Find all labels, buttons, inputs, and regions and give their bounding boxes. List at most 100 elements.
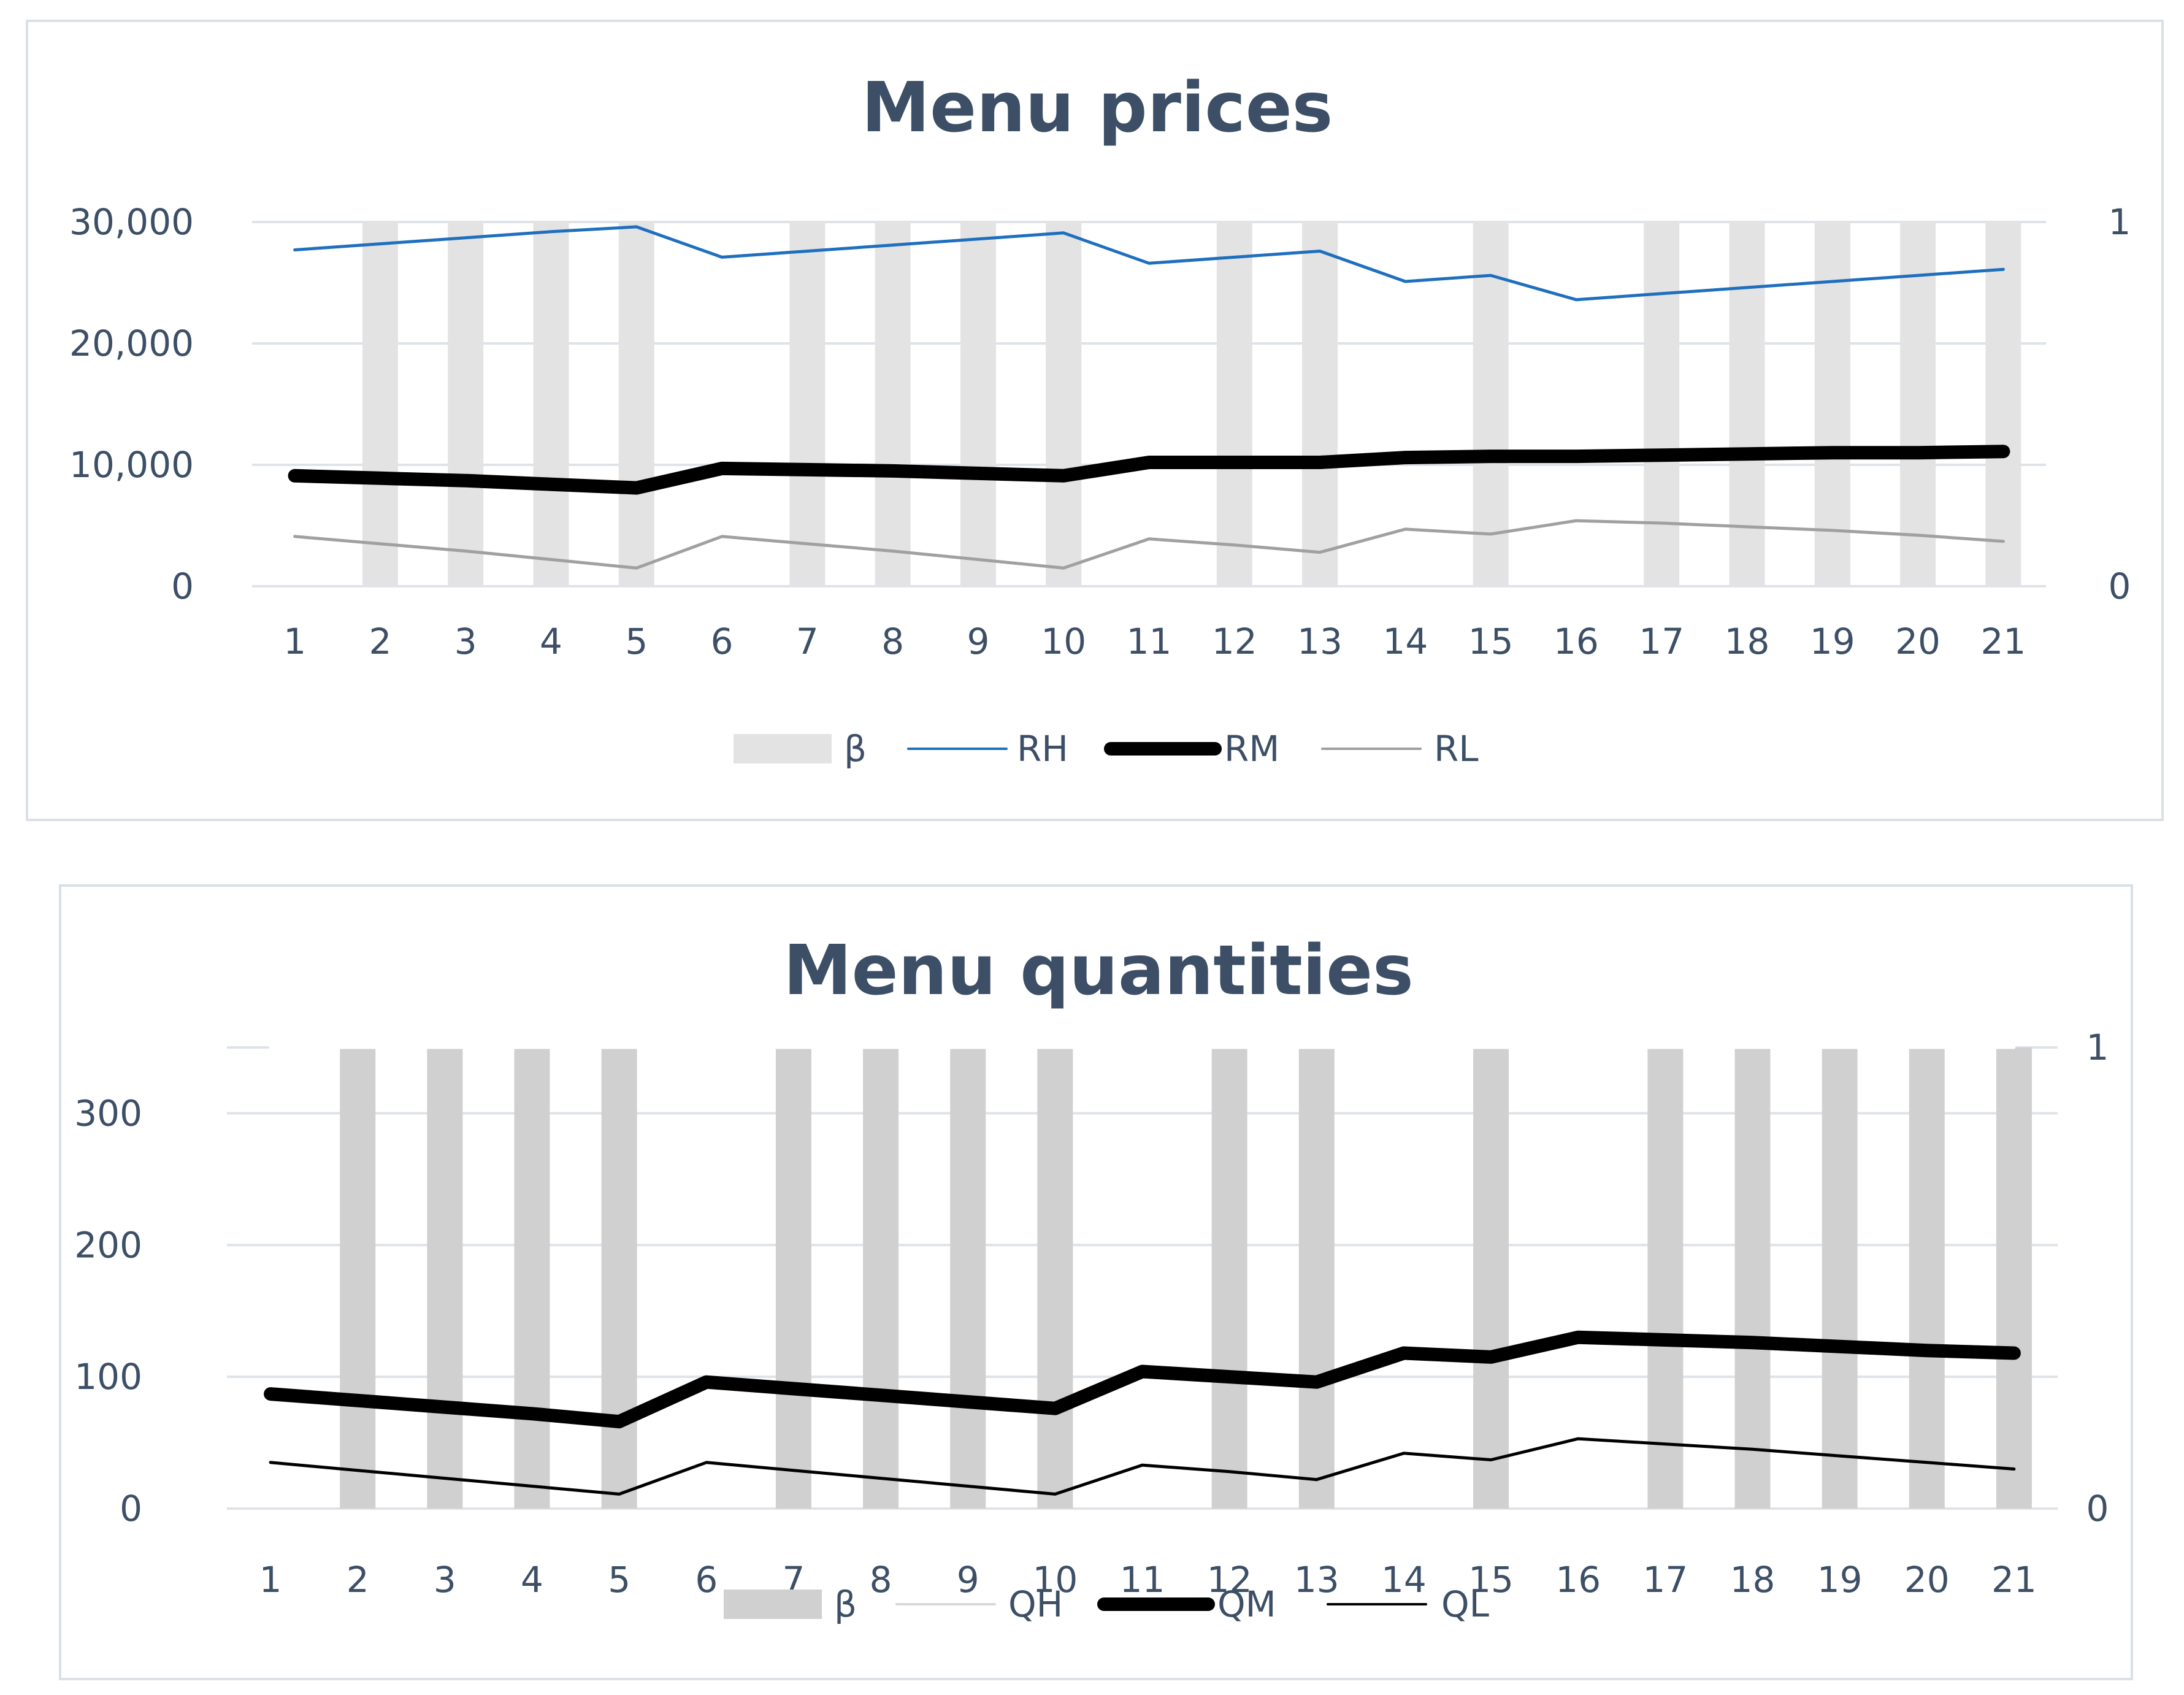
legend-label: RH: [1017, 728, 1068, 770]
x-tick-label: 12: [1212, 621, 1257, 662]
x-tick-label: 17: [1639, 621, 1684, 662]
beta-bar: [875, 222, 911, 586]
x-tick-label: 4: [540, 621, 562, 662]
x-tick-label: 13: [1294, 1559, 1339, 1601]
legend-label: RM: [1224, 728, 1279, 770]
beta-bar: [1298, 1047, 1335, 1509]
x-tick-label: 1: [259, 1559, 282, 1601]
series-line-ql: [269, 1437, 2016, 1496]
beta-bar: [1644, 222, 1680, 586]
beta-bar: [950, 1047, 986, 1509]
x-tick-label: 21: [1980, 621, 2026, 662]
beta-bar: [789, 222, 826, 586]
beta-bar: [1909, 1047, 1945, 1509]
y-tick-label: 10,000: [69, 444, 194, 486]
x-tick-label: 20: [1904, 1559, 1950, 1601]
series-line-rl: [293, 519, 2005, 570]
beta-bar: [1211, 1047, 1247, 1509]
beta-bar: [863, 1047, 899, 1509]
beta-bar: [340, 1047, 376, 1509]
x-tick-label: 14: [1381, 1559, 1427, 1601]
series-line-qm: [264, 1330, 2021, 1429]
x-tick-label: 9: [957, 1559, 979, 1601]
chart-title: Menu prices: [862, 68, 1333, 148]
y-tick-label: 200: [74, 1224, 142, 1266]
beta-bar: [1302, 222, 1338, 586]
beta-bar: [362, 222, 398, 586]
x-tick-label: 19: [1817, 1559, 1863, 1601]
y-tick-label: 20,000: [69, 323, 194, 364]
menu-prices-chart-panel: Menu prices 0 10,000 20,000 30,000 0 1 1 2 3 4 5 6 7 8…: [26, 20, 2164, 821]
x-tick-label: 11: [1127, 621, 1172, 662]
x-tick-label: 18: [1730, 1559, 1776, 1601]
right-y-tick-label: 0: [2086, 1488, 2109, 1529]
beta-bar: [1473, 1047, 1509, 1509]
y-tick-label: 300: [74, 1092, 142, 1134]
beta-bar: [775, 1047, 811, 1509]
x-tick-label: 16: [1554, 621, 1599, 662]
x-tick-label: 8: [881, 621, 904, 662]
x-tick-label: 19: [1810, 621, 1855, 662]
y-tick-label: 0: [171, 565, 194, 607]
x-tick-label: 13: [1297, 621, 1343, 662]
y-tick-label: 0: [120, 1488, 142, 1529]
x-tick-label: 9: [967, 621, 989, 662]
beta-bar: [1985, 222, 2021, 586]
right-y-tick-label: 0: [2109, 565, 2131, 607]
legend-label: β: [844, 728, 867, 770]
series-line-rm: [288, 445, 2010, 495]
x-tick-label: 16: [1555, 1559, 1601, 1601]
x-tick-label: 3: [454, 621, 477, 662]
x-tick-label: 6: [711, 621, 734, 662]
beta-bar: [1046, 222, 1082, 586]
x-tick-label: 8: [870, 1559, 892, 1601]
legend-label: QH: [1008, 1583, 1063, 1625]
y-tick-label: 30,000: [69, 201, 194, 243]
beta-bar: [427, 1047, 463, 1509]
beta-bar: [960, 222, 996, 586]
x-tick-label: 20: [1895, 621, 1941, 662]
x-tick-label: 1: [283, 621, 306, 662]
x-tick-label: 3: [434, 1559, 456, 1601]
beta-bar: [514, 1047, 550, 1509]
menu-quantities-chart-panel: Menu quantities 0 100 200 300 0 1 1 2 3 4 5 6 7 8 9 10 11…: [59, 884, 2133, 1680]
x-tick-label: 6: [695, 1559, 718, 1601]
beta-bar: [448, 222, 484, 586]
beta-bar: [1473, 222, 1509, 586]
legend-label: β: [834, 1583, 857, 1625]
x-tick-label: 10: [1032, 1559, 1078, 1601]
x-tick-label: 18: [1725, 621, 1770, 662]
beta-bar: [1037, 1047, 1073, 1509]
x-tick-label: 2: [347, 1559, 369, 1601]
x-tick-label: 15: [1468, 1559, 1514, 1601]
legend-label: RL: [1434, 728, 1479, 770]
x-tick-label: 7: [796, 621, 819, 662]
legend-swatch-beta: [734, 734, 832, 763]
beta-bar: [1900, 222, 1936, 586]
x-tick-label: 12: [1207, 1559, 1252, 1601]
x-tick-label: 11: [1120, 1559, 1165, 1601]
beta-bar: [1729, 222, 1765, 586]
beta-bar: [618, 222, 654, 586]
x-tick-label: 21: [1991, 1559, 2037, 1601]
legend-label: QL: [1441, 1583, 1489, 1625]
beta-bar: [1734, 1047, 1771, 1509]
beta-bar: [533, 222, 569, 586]
legend-swatch-beta: [724, 1590, 822, 1619]
x-tick-label: 17: [1642, 1559, 1688, 1601]
x-tick-label: 4: [521, 1559, 543, 1601]
x-tick-label: 5: [608, 1559, 630, 1601]
x-tick-label: 14: [1382, 621, 1428, 662]
x-tick-label: 10: [1041, 621, 1086, 662]
legend-label: QM: [1217, 1583, 1276, 1625]
beta-bar: [1647, 1047, 1684, 1509]
x-tick-label: 2: [369, 621, 391, 662]
right-y-tick-label: 1: [2086, 1027, 2109, 1068]
chart-title: Menu quantities: [783, 931, 1414, 1011]
beta-bar: [1216, 222, 1252, 586]
y-tick-label: 100: [74, 1356, 142, 1398]
x-tick-label: 5: [625, 621, 648, 662]
beta-bar: [601, 1047, 637, 1509]
